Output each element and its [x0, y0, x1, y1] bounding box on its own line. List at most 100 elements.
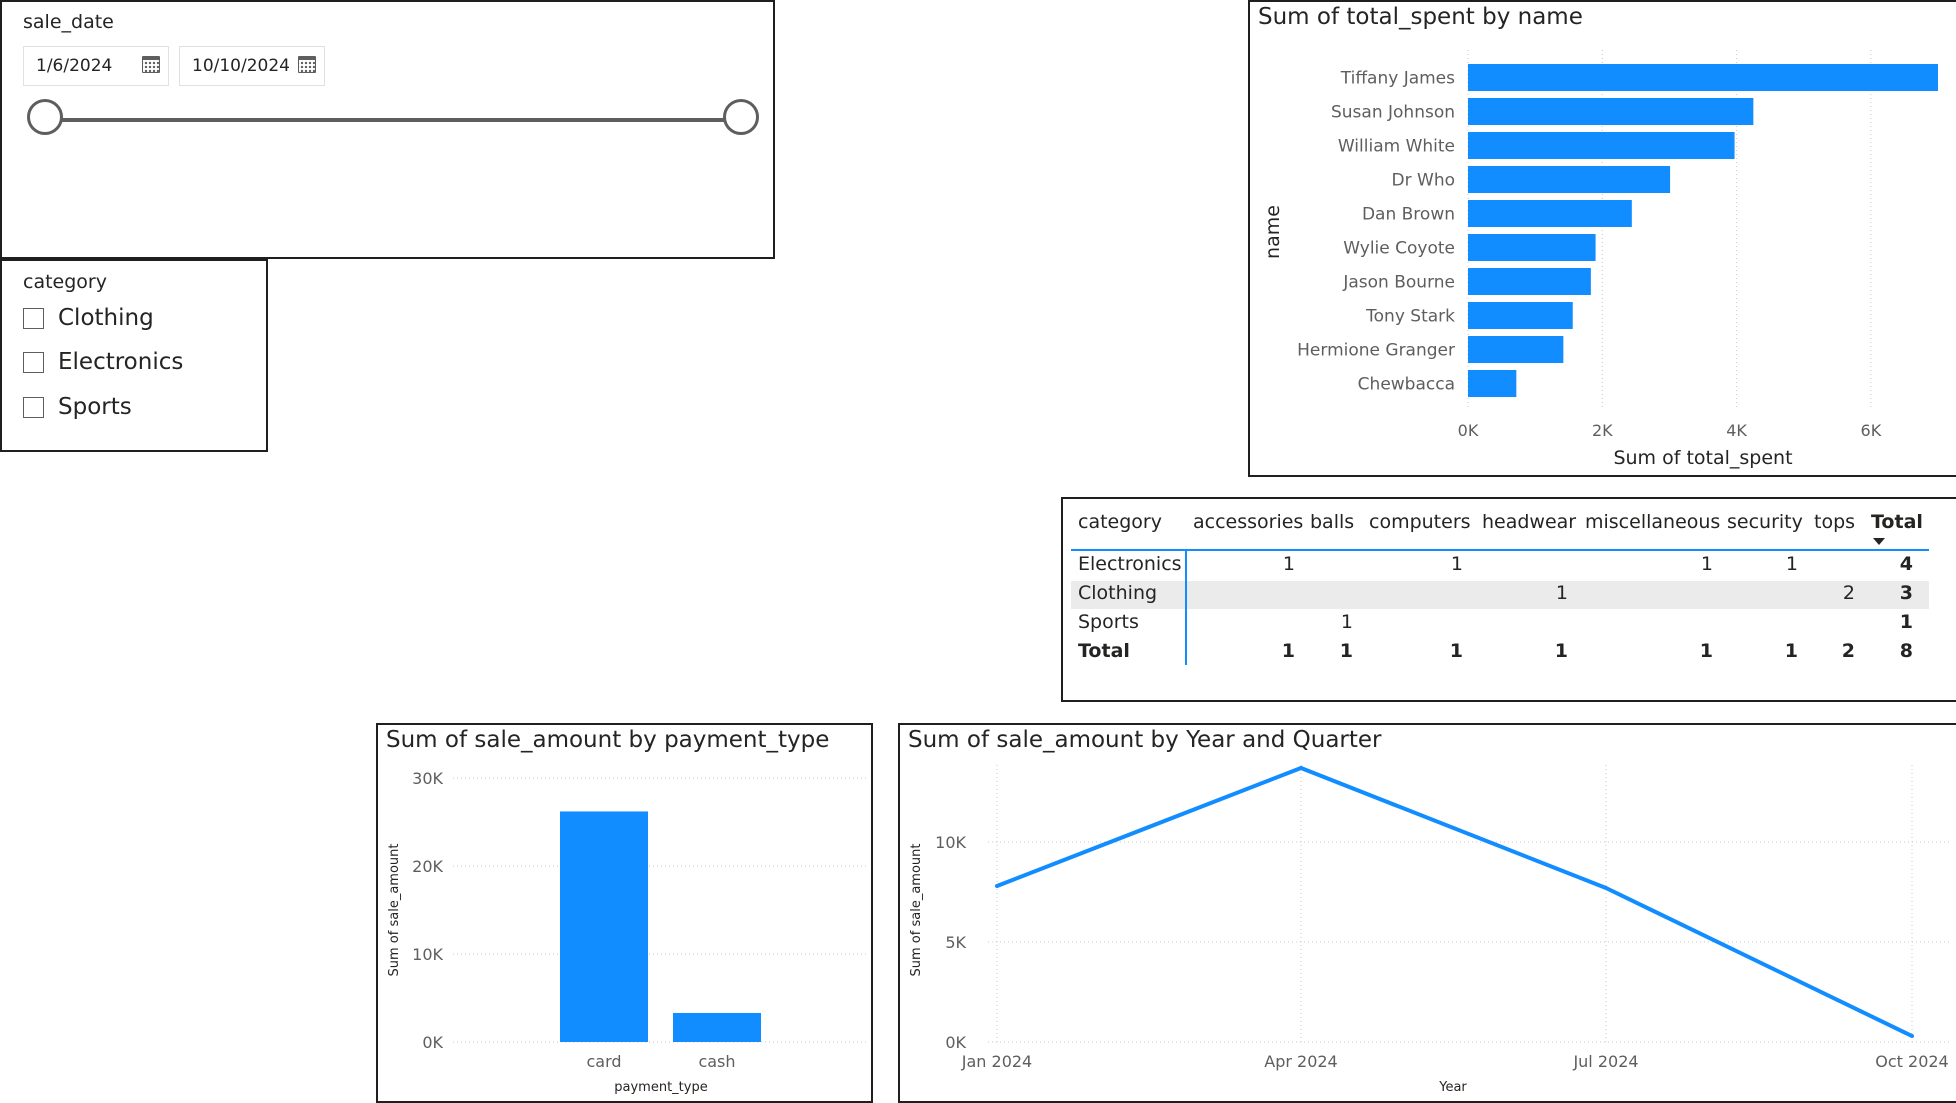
bar	[673, 1012, 761, 1042]
y-tick-label: 10K	[412, 945, 443, 964]
chart-title: Sum of sale_amount by Year and Quarter	[908, 727, 1382, 753]
sale-amount-by-payment-chart: Sum of sale_amount by payment_type 0K 10K…	[376, 723, 873, 1103]
x-category-label: Apr 2024	[1264, 1052, 1337, 1071]
matrix-cell-total: 1	[1899, 611, 1913, 633]
matrix-row-label[interactable]: Clothing	[1078, 582, 1158, 604]
bar-chart-svg: 0K 2K 4K 6K Tiffany James Susan Johnson Willia…	[1262, 50, 1938, 469]
x-axis-title: payment_type	[614, 1080, 707, 1095]
x-category-label: cash	[698, 1052, 735, 1071]
category-slicer-header: category	[23, 271, 107, 293]
calendar-icon[interactable]	[142, 56, 160, 73]
col-header-total[interactable]: Total	[1871, 511, 1923, 533]
matrix-cell-balls: 1	[1339, 640, 1353, 662]
total-spent-by-name-chart: Sum of total_spent by name 0K 2K 4K 6K Tiffa…	[1248, 0, 1956, 477]
matrix-cell-balls: 1	[1340, 611, 1353, 633]
checkbox[interactable]	[23, 396, 44, 418]
matrix-row-label[interactable]: Sports	[1078, 611, 1139, 633]
matrix-cell-total: 4	[1899, 553, 1913, 575]
bar	[1468, 166, 1671, 193]
chart-title: Sum of total_spent by name	[1258, 4, 1583, 30]
matrix-cell-accessories: 1	[1281, 640, 1295, 662]
y-tick-label: 0K	[422, 1033, 443, 1052]
bar	[1468, 132, 1735, 159]
x-tick-label: 0K	[1458, 421, 1479, 440]
matrix-cell-total: 3	[1899, 582, 1913, 604]
start-date-input[interactable]: 1/6/2024	[23, 46, 169, 86]
col-header-computers[interactable]: computers	[1369, 511, 1471, 533]
x-category-label: card	[586, 1052, 621, 1071]
data-point	[1299, 766, 1303, 770]
bar	[560, 811, 648, 1042]
y-tick-label: 30K	[412, 769, 443, 788]
date-slider-start-handle[interactable]	[27, 99, 63, 135]
matrix-cell-accessories: 1	[1282, 553, 1295, 575]
col-header-accessories[interactable]: accessories	[1193, 511, 1304, 533]
checkbox[interactable]	[23, 307, 44, 329]
x-axis-title: Sum of total_spent	[1613, 447, 1792, 469]
y-category-label: Susan Johnson	[1331, 103, 1455, 123]
matrix-cell-tops: 2	[1842, 582, 1855, 604]
col-header-miscellaneous[interactable]: miscellaneous	[1585, 511, 1721, 533]
y-axis-title: Sum of sale_amount	[909, 844, 924, 977]
calendar-icon[interactable]	[298, 56, 316, 73]
x-category-label: Jul 2024	[1572, 1052, 1638, 1071]
column-chart-svg: 0K 10K 20K 30K card cash payment_type Sum of sa…	[387, 769, 868, 1095]
date-slicer-header: sale_date	[23, 11, 114, 33]
bar	[1468, 336, 1564, 363]
line-chart-svg: 0K 5K 10K Jan 2024 Apr 2024 Jul 2024 Oct 2024 Y…	[909, 765, 1950, 1095]
y-category-label: Tiffany James	[1340, 69, 1455, 89]
date-slider-track[interactable]	[45, 118, 741, 122]
sale-amount-by-quarter-chart: Sum of sale_amount by Year and Quarter 0…	[898, 723, 1956, 1103]
col-header-headwear[interactable]: headwear	[1482, 511, 1577, 533]
end-date-value: 10/10/2024	[192, 56, 290, 76]
start-date-value: 1/6/2024	[36, 56, 113, 76]
category-option-sports[interactable]: Sports	[23, 392, 132, 422]
bar	[1468, 200, 1632, 227]
category-option-electronics[interactable]: Electronics	[23, 347, 183, 377]
matrix-row-label[interactable]: Electronics	[1078, 553, 1182, 575]
col-header-security[interactable]: security	[1727, 511, 1803, 533]
bar	[1468, 98, 1754, 125]
end-date-input[interactable]: 10/10/2024	[179, 46, 325, 86]
matrix-cell-security: 1	[1785, 553, 1798, 575]
data-point	[995, 884, 999, 888]
bar	[1468, 64, 1938, 91]
y-category-label: Jason Bourne	[1342, 273, 1455, 293]
matrix-cell-miscellaneous: 1	[1700, 553, 1713, 575]
matrix-cell-miscellaneous: 1	[1699, 640, 1713, 662]
y-category-label: Dan Brown	[1362, 205, 1455, 225]
x-tick-label: 6K	[1861, 421, 1882, 440]
data-point	[1910, 1034, 1914, 1038]
row-header-divider	[1185, 551, 1187, 665]
data-point	[1604, 886, 1608, 890]
x-axis-title: Year	[1438, 1080, 1467, 1095]
matrix-cell-security: 1	[1784, 640, 1798, 662]
option-label: Electronics	[58, 349, 184, 375]
bar	[1468, 370, 1517, 397]
sort-descending-icon[interactable]	[1873, 538, 1885, 545]
option-label: Clothing	[58, 305, 154, 331]
date-range-slicer: sale_date 1/6/2024 10/10/2024	[0, 0, 775, 259]
y-category-label: Tony Stark	[1365, 307, 1455, 327]
checkbox[interactable]	[23, 351, 44, 373]
matrix-row-highlight	[1071, 581, 1929, 609]
y-category-label: William White	[1338, 137, 1455, 157]
matrix-cell-headwear: 1	[1554, 640, 1568, 662]
y-category-label: Hermione Granger	[1297, 341, 1455, 361]
matrix-total-row-label[interactable]: Total	[1078, 640, 1130, 662]
x-category-label: Oct 2024	[1875, 1052, 1948, 1071]
y-category-label: Wylie Coyote	[1343, 239, 1455, 259]
bar	[1468, 234, 1596, 261]
header-divider	[1071, 549, 1929, 551]
matrix-row-header[interactable]: category	[1078, 511, 1162, 533]
col-header-balls[interactable]: balls	[1310, 511, 1355, 533]
x-tick-label: 4K	[1726, 421, 1747, 440]
y-axis-title: name	[1262, 205, 1284, 259]
matrix-cell-total: 8	[1899, 640, 1913, 662]
category-option-clothing[interactable]: Clothing	[23, 303, 154, 333]
col-header-tops[interactable]: tops	[1814, 511, 1856, 533]
date-slider-end-handle[interactable]	[723, 99, 759, 135]
bar	[1468, 268, 1591, 295]
x-category-label: Jan 2024	[961, 1052, 1032, 1071]
option-label: Sports	[58, 394, 132, 420]
